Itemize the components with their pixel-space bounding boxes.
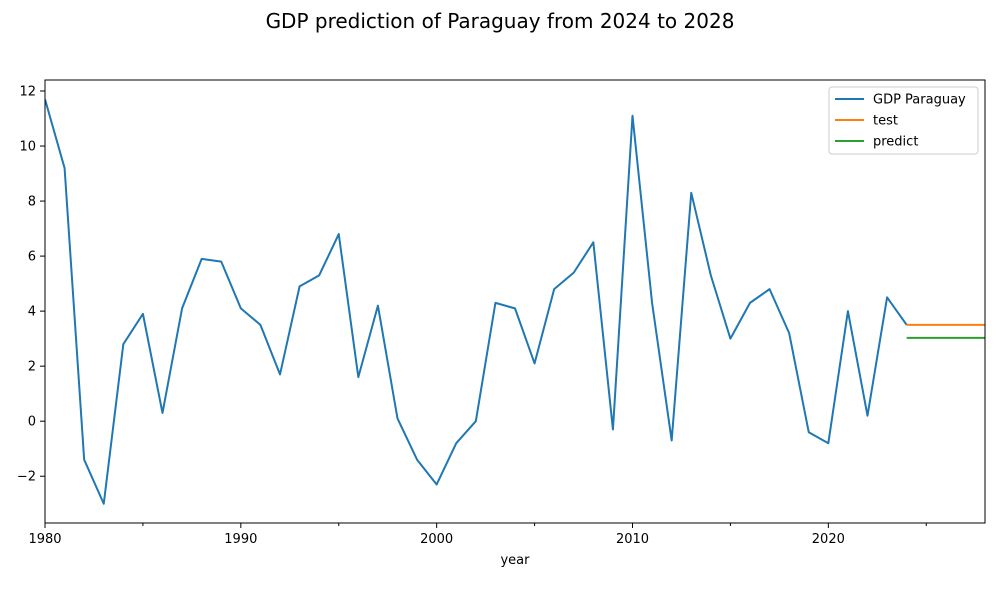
legend-label-2: predict bbox=[873, 135, 918, 150]
legend-box bbox=[828, 86, 979, 155]
plot-area bbox=[45, 98, 985, 505]
axes: 1980 1990 2000 2010 2020 −2 0 2 4 6 8 10 12 bbox=[17, 79, 986, 547]
legend-label-1: test bbox=[873, 114, 898, 129]
x-tick-label: 1980 bbox=[28, 532, 61, 547]
y-tick-label: 12 bbox=[19, 85, 36, 100]
y-tick-label: 2 bbox=[28, 360, 36, 375]
y-tick-label: 6 bbox=[28, 250, 36, 265]
y-tick-label: 10 bbox=[19, 140, 36, 155]
chart-title: GDP prediction of Paraguay from 2024 to … bbox=[266, 9, 735, 33]
axes-frame bbox=[44, 79, 986, 524]
legend: GDP Paraguay test predict bbox=[828, 86, 979, 155]
legend-label-0: GDP Paraguay bbox=[873, 93, 966, 108]
y-tick-label: 8 bbox=[28, 195, 36, 210]
x-tick-label: 2000 bbox=[420, 532, 453, 547]
y-tick-label: −2 bbox=[17, 470, 36, 485]
x-axis-label: year bbox=[500, 553, 530, 568]
x-tick-label: 2010 bbox=[616, 532, 649, 547]
y-tick-label: 4 bbox=[28, 305, 36, 320]
series-line-0 bbox=[45, 98, 908, 505]
x-tick-label: 1990 bbox=[224, 532, 257, 547]
y-tick-label: 0 bbox=[28, 415, 36, 430]
x-tick-label: 2020 bbox=[812, 532, 845, 547]
